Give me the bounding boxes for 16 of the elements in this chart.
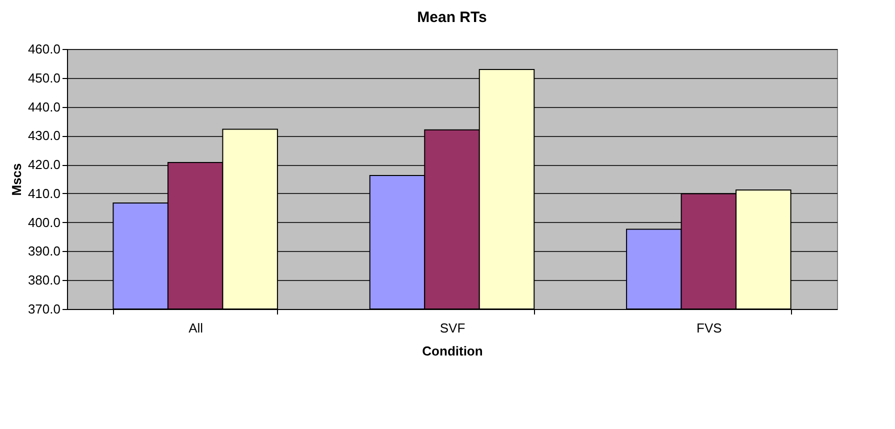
x-axis-title: Condition (422, 344, 483, 358)
y-tick-label: 400.0 (28, 214, 60, 230)
chart-title: Mean RTs (417, 9, 487, 26)
y-tick-label: 390.0 (28, 244, 60, 259)
y-tick-label: 370.0 (28, 302, 60, 316)
x-tick-label: FVS (696, 320, 722, 336)
y-tick-label: 450.0 (28, 70, 60, 86)
y-tick-label: 440.0 (28, 99, 60, 114)
y-tick-label: 380.0 (28, 272, 60, 288)
x-tick-label: SVF (440, 320, 466, 336)
y-tick-label: 430.0 (28, 128, 60, 144)
y-tick-label: 460.0 (28, 42, 60, 56)
y-axis-title: Mscs (8, 163, 24, 196)
x-tick-label: All (188, 320, 204, 336)
y-tick-label: 410.0 (28, 186, 60, 201)
y-tick-label: 420.0 (28, 157, 60, 172)
